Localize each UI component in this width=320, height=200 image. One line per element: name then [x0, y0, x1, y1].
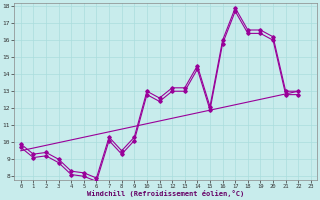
X-axis label: Windchill (Refroidissement éolien,°C): Windchill (Refroidissement éolien,°C) [87, 190, 244, 197]
